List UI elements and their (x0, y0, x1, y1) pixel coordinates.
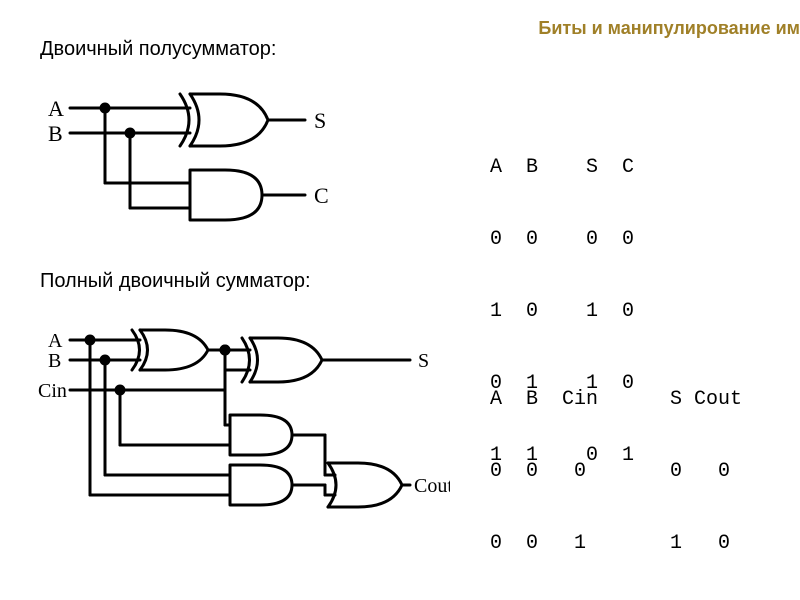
table-row: 1 0 1 0 (490, 300, 634, 324)
table-row: 0 0 0 0 (490, 228, 634, 252)
table-row: 0 0 1 1 0 (490, 532, 742, 556)
table-row: 0 0 0 0 0 (490, 460, 742, 484)
full-adder-truth-table: A B Cin S Cout 0 0 0 0 0 0 0 1 1 0 0 1 0… (490, 340, 742, 600)
label-c: C (314, 183, 329, 208)
label-b: B (48, 350, 61, 372)
label-cin: Cin (38, 380, 67, 402)
label-s: S (314, 108, 326, 133)
full-adder-diagram: A B Cin S Cout (30, 310, 450, 560)
half-adder-heading: Двоичный полусумматор: (40, 38, 276, 61)
label-cout: Cout (414, 475, 450, 497)
accent-title: Биты и манипулирование им (538, 18, 800, 39)
label-s: S (418, 350, 429, 372)
label-a: A (48, 96, 64, 121)
label-b: B (48, 121, 63, 146)
table-header: A B S C (490, 156, 634, 180)
full-adder-heading: Полный двоичный сумматор: (40, 270, 311, 293)
table-header: A B Cin S Cout (490, 388, 742, 412)
label-a: A (48, 330, 63, 352)
half-adder-diagram: A B S C (30, 78, 360, 248)
